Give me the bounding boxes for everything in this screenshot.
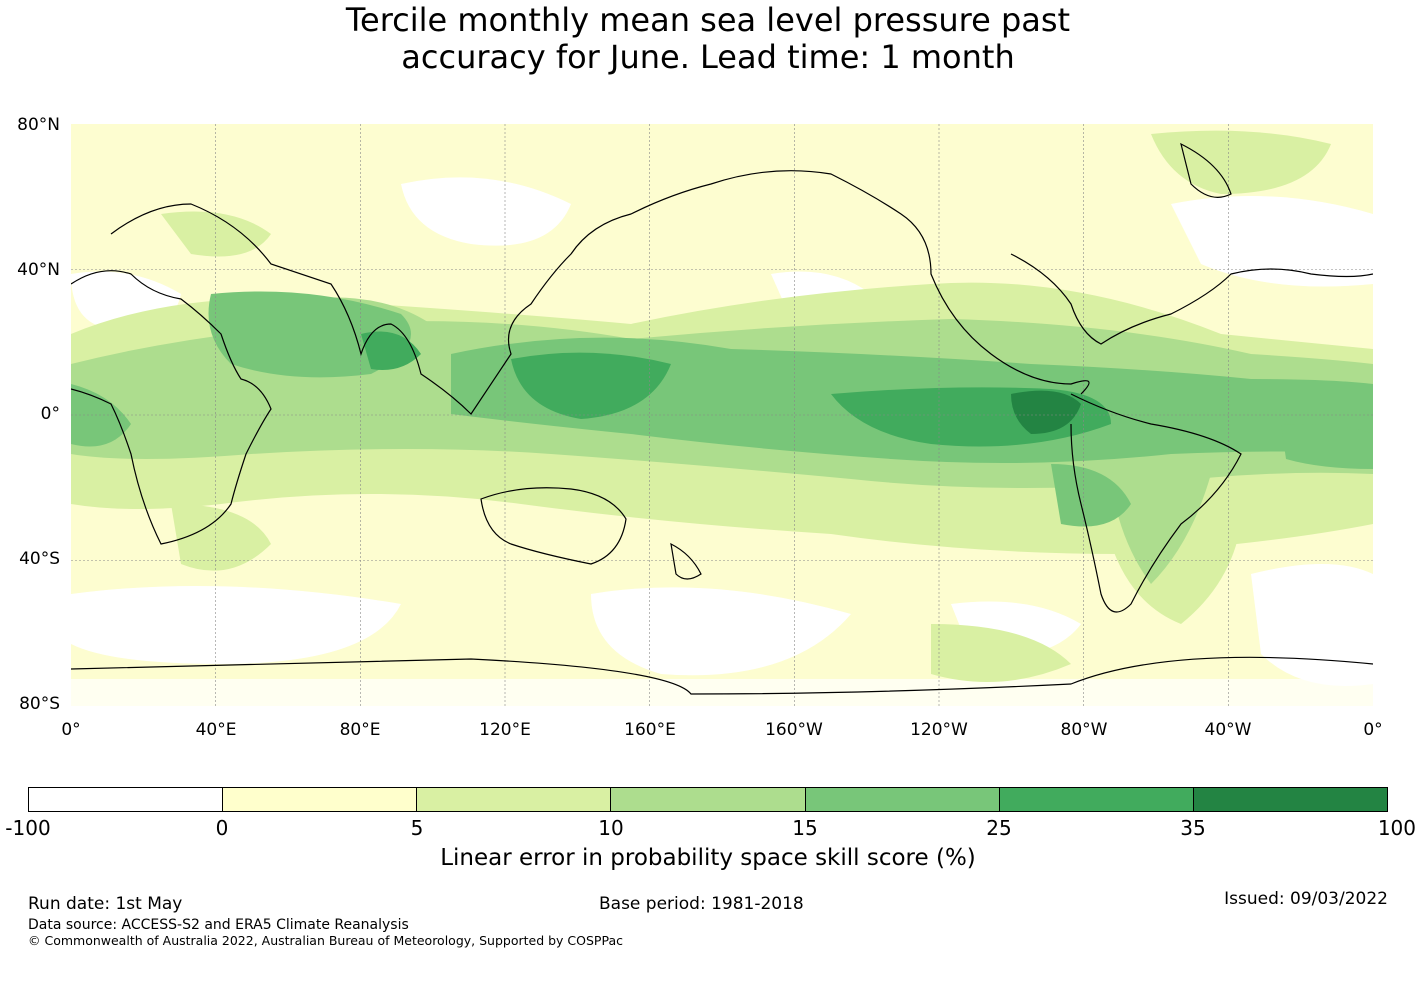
lon-label-80e: 80°E — [339, 720, 381, 740]
colorbar-bin-35-100 — [1193, 788, 1387, 811]
colorbar-bin-neg100-0 — [29, 788, 224, 811]
skill-map — [71, 124, 1373, 706]
skill-35-100-regions — [1011, 390, 1081, 434]
colorbar-tick-5: 5 — [410, 816, 424, 840]
copyright: © Commonwealth of Australia 2022, Austra… — [28, 933, 623, 948]
lat-label-80s: 80°S — [19, 694, 60, 714]
run-date: Run date: 1st May — [28, 894, 183, 914]
colorbar-tick-10: 10 — [598, 816, 624, 840]
colorbar-bin-10-15 — [611, 788, 806, 811]
lon-label-160w: 160°W — [765, 720, 823, 740]
colorbar-tick-15: 15 — [792, 816, 818, 840]
lon-label-40w: 40°W — [1204, 720, 1252, 740]
colorbar-bin-15-25 — [805, 788, 1000, 811]
colorbar-bin-0-5 — [223, 788, 418, 811]
lon-label-120e: 120°E — [479, 720, 531, 740]
lat-label-0: 0° — [40, 404, 60, 424]
colorbar-tick-25: 25 — [986, 816, 1012, 840]
skill-map-svg — [71, 124, 1373, 706]
lat-label-40n: 40°N — [17, 260, 60, 280]
colorbar-tick-neg100: -100 — [5, 816, 51, 840]
lon-label-120w: 120°W — [910, 720, 968, 740]
colorbar-label: Linear error in probability space skill … — [440, 845, 976, 871]
colorbar-tick-100: 100 — [1377, 816, 1416, 840]
colorbar-tick-35: 35 — [1180, 816, 1206, 840]
lon-label-0-right: 0° — [1363, 720, 1383, 740]
base-period: Base period: 1981-2018 — [599, 894, 804, 914]
lat-label-40s: 40°S — [19, 549, 60, 569]
colorbar-bin-25-35 — [999, 788, 1194, 811]
colorbar — [28, 787, 1388, 812]
title-line-1: Tercile monthly mean sea level pressure … — [345, 1, 1071, 39]
lon-label-160e: 160°E — [624, 720, 676, 740]
lon-label-40e: 40°E — [195, 720, 237, 740]
colorbar-bin-5-10 — [417, 788, 612, 811]
lat-label-80n: 80°N — [17, 115, 60, 135]
map-title: Tercile monthly mean sea level pressure … — [0, 2, 1416, 76]
lon-label-0: 0° — [61, 720, 81, 740]
coastlines — [71, 142, 1373, 695]
lon-label-80w: 80°W — [1060, 720, 1108, 740]
colorbar-tick-0: 0 — [215, 816, 229, 840]
issued-date: Issued: 09/03/2022 — [1224, 889, 1388, 909]
data-source: Data source: ACCESS-S2 and ERA5 Climate … — [28, 917, 409, 933]
title-line-2: accuracy for June. Lead time: 1 month — [401, 38, 1015, 76]
